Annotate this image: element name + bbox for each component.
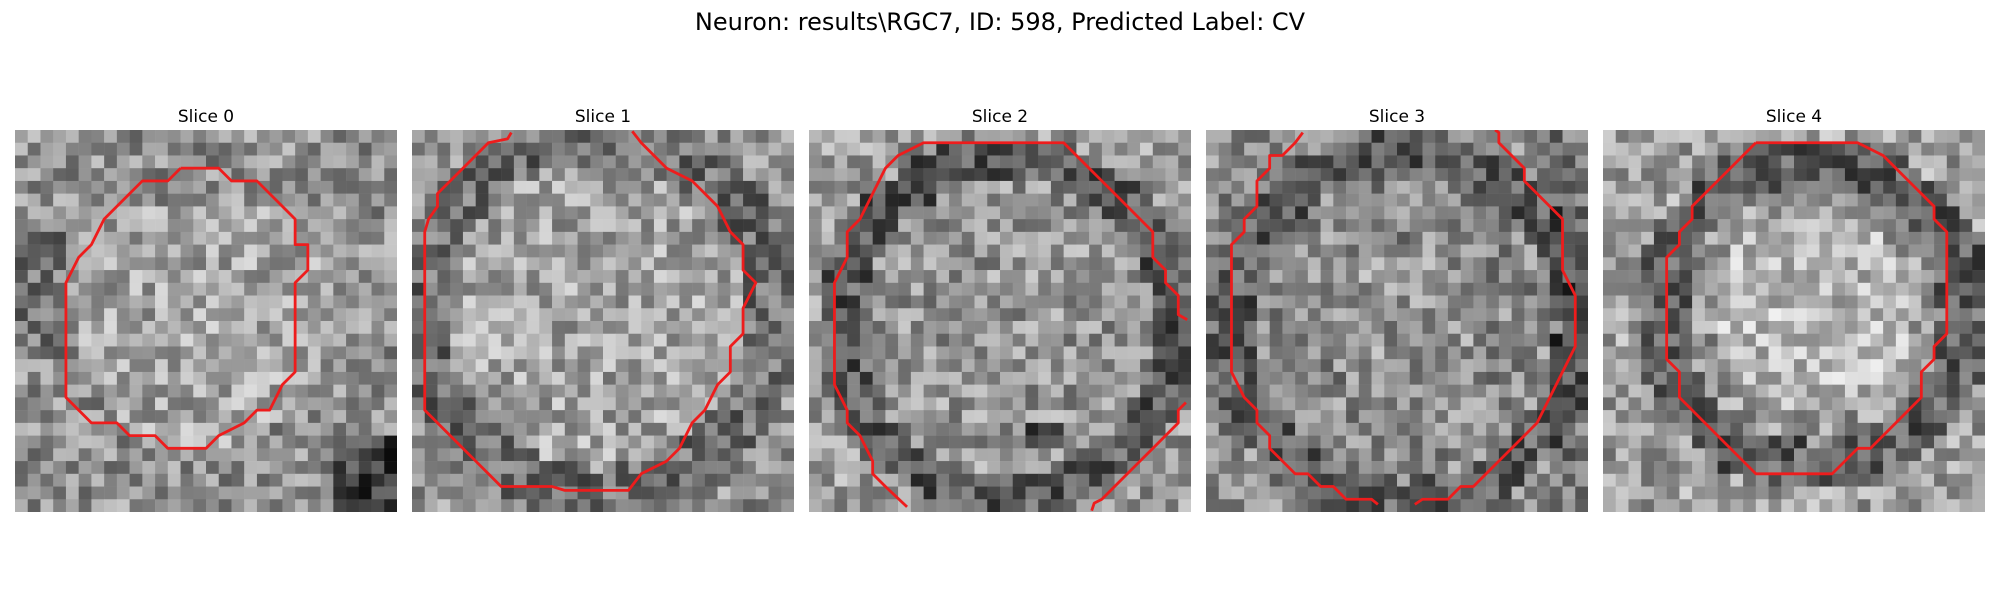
slice-image <box>15 130 397 512</box>
cell-contour-main <box>833 141 1188 508</box>
slice-panel-0: Slice 0 <box>15 104 397 512</box>
grayscale-pixel-grid <box>1603 130 1985 512</box>
cell-contour-left <box>1230 131 1379 506</box>
slice-panel-1: Slice 1 <box>412 104 794 512</box>
grayscale-pixel-grid <box>1206 130 1588 512</box>
slice-panel-3: Slice 3 <box>1206 104 1588 512</box>
slice-panel-4: Slice 4 <box>1603 104 1985 512</box>
cell-contour <box>1665 141 1949 476</box>
slice-image <box>809 130 1191 512</box>
cell-contour-left <box>423 130 758 492</box>
slice-image <box>1206 130 1588 512</box>
grayscale-pixel-grid <box>809 130 1191 512</box>
slice-title: Slice 2 <box>971 107 1029 127</box>
slice-image <box>1603 130 1985 512</box>
slice-image <box>412 130 794 512</box>
slice-title: Slice 1 <box>574 107 632 127</box>
cell-contour <box>64 166 310 450</box>
slice-title: Slice 0 <box>177 107 235 127</box>
slice-title: Slice 3 <box>1368 107 1426 127</box>
cell-contour-right <box>1414 130 1577 506</box>
cell-contour-fragment <box>1090 401 1187 512</box>
figure-title: Neuron: results\RGC7, ID: 598, Predicted… <box>694 8 1306 36</box>
slice-panel-2: Slice 2 <box>809 104 1191 512</box>
slice-title: Slice 4 <box>1765 107 1823 127</box>
grayscale-pixel-grid <box>15 130 397 512</box>
